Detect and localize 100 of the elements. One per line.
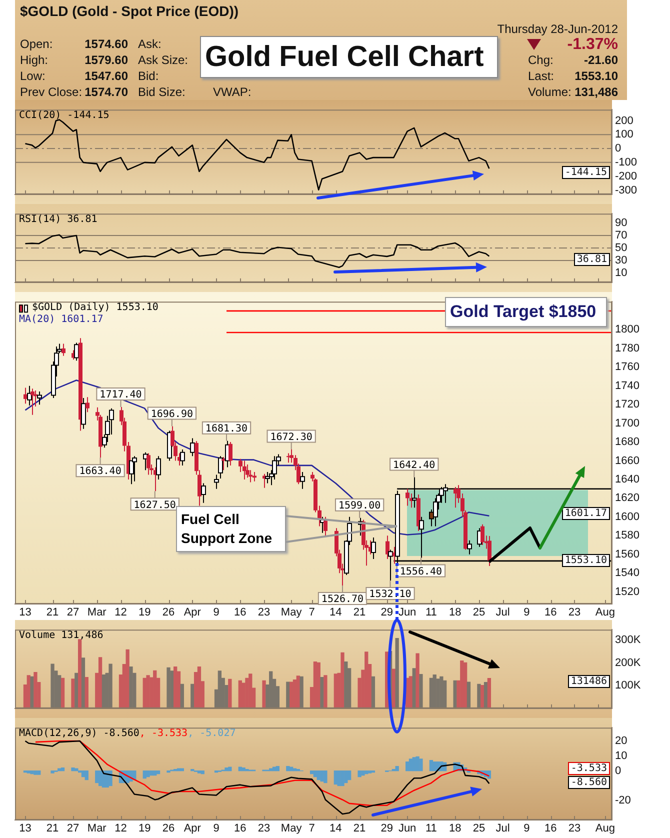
x-tick-label: 12: [114, 606, 127, 619]
text: Prev Close:: [20, 85, 82, 99]
series-label: Volume 131,486: [19, 630, 104, 642]
x-tick-label: 9: [213, 606, 220, 619]
text: 1553.10: [574, 69, 618, 83]
annotation: 1681.30: [205, 423, 248, 434]
text: Ask Size:: [138, 53, 188, 67]
text: -21.60: [584, 53, 618, 67]
text: 1574.70: [84, 85, 128, 99]
annotation: -8.560: [568, 776, 610, 789]
x-tick-label: 29: [380, 822, 393, 835]
y-tick-label: 1560: [615, 548, 640, 560]
series-label: MACD(12,26,9) -8.560: [19, 728, 140, 740]
x-tick-label: 21: [46, 606, 59, 619]
x-tick-label: Aug: [595, 606, 615, 619]
annotation: 1663.40: [79, 466, 122, 478]
text: 131,486: [574, 85, 618, 99]
annotation: 1696.90: [150, 408, 194, 420]
annotation: 36.81: [574, 253, 610, 266]
y-tick-label: 1620: [615, 492, 640, 504]
x-tick-label: 23: [258, 606, 270, 619]
annotation: -3.533: [568, 762, 610, 775]
y-tick-label: 1540: [615, 567, 640, 580]
annotation: 1556.40: [400, 566, 442, 578]
x-tick-label: Jul: [496, 822, 510, 835]
text: -1.37%: [567, 36, 618, 53]
series-label: CCI(20) -144.15: [19, 110, 110, 122]
y-tick-label: -20: [615, 794, 631, 807]
y-tick-label: 1700: [615, 417, 640, 430]
x-tick-label: 9: [213, 822, 220, 835]
x-tick-label: 9: [524, 606, 530, 619]
text: VWAP:: [213, 85, 252, 99]
x-tick-label: 13: [19, 606, 32, 619]
x-tick-label: 16: [544, 822, 557, 835]
y-tick-label: -100: [615, 156, 638, 168]
x-tick-label: 9: [524, 822, 530, 835]
x-tick-label: 14: [330, 606, 342, 619]
x-tick-label: 29: [380, 606, 393, 619]
x-tick-label: 7: [308, 606, 315, 619]
text: $GOLD (Gold - Spot Price (EOD)): [20, 3, 239, 19]
annotation: 1599.00: [338, 500, 381, 512]
x-tick-label: 27: [66, 822, 80, 835]
x-tick-label: Jun: [398, 606, 416, 619]
y-tick-label: 1800: [615, 324, 640, 336]
annotation: 1553.10: [562, 554, 610, 567]
text: Gold Fuel Cell Chart: [200, 36, 498, 78]
y-tick-label: 90: [615, 217, 628, 230]
y-tick-label: 1640: [615, 474, 640, 486]
y-tick-label: 1740: [615, 380, 640, 392]
x-tick-label: 11: [425, 606, 437, 619]
annotation: -144.15: [562, 166, 610, 179]
x-tick-label: Apr: [184, 822, 202, 835]
text: Volume:: [528, 85, 572, 99]
x-tick-label: 23: [568, 822, 581, 835]
y-tick-label: 1520: [615, 586, 640, 598]
text: High:: [20, 53, 48, 67]
annotation: 1627.50: [134, 500, 176, 511]
x-tick-label: 27: [66, 606, 80, 619]
x-tick-label: 25: [472, 606, 486, 619]
legend-label: $GOLD (Daily) 1553.10: [32, 302, 158, 314]
x-tick-label: 26: [162, 822, 175, 835]
x-tick-label: Mar: [87, 606, 107, 619]
x-tick-label: 23: [568, 606, 581, 619]
series-label: RSI(14) 36.81: [19, 214, 98, 226]
text: , -3.533: [139, 728, 188, 740]
text: 1579.60: [84, 53, 128, 67]
y-tick-label: 0: [615, 764, 622, 777]
x-tick-label: 16: [544, 606, 557, 619]
text: Bid Size:: [138, 85, 186, 99]
text: Last:: [528, 69, 554, 83]
x-tick-label: Jun: [398, 822, 416, 835]
text: , -5.027: [188, 728, 236, 740]
annotation: 1526.70: [321, 594, 364, 606]
x-tick-label: 23: [258, 822, 270, 835]
x-tick-label: Mar: [87, 822, 107, 835]
x-tick-label: 14: [330, 822, 342, 835]
x-tick-label: 25: [472, 822, 486, 835]
text: Ask:: [138, 37, 162, 51]
y-tick-label: 10: [615, 750, 628, 762]
annotation: 1532.10: [369, 589, 412, 600]
annotation: 1717.40: [100, 390, 142, 401]
y-tick-label: 100K: [615, 680, 642, 692]
x-tick-label: 18: [448, 606, 462, 619]
annotation: 1672.30: [270, 432, 312, 443]
x-tick-label: 21: [353, 822, 366, 835]
y-tick-label: 1580: [615, 530, 640, 542]
y-tick-label: 70: [615, 230, 628, 242]
y-tick-label: -200: [615, 170, 638, 182]
x-tick-label: 11: [425, 822, 437, 835]
annotation: Fuel Cell Support Zone: [176, 506, 286, 552]
y-tick-label: 1660: [615, 454, 640, 467]
y-tick-label: 200K: [615, 656, 642, 669]
text: MA(20) 1601.17: [19, 314, 104, 326]
y-tick-label: 50: [615, 242, 628, 254]
y-tick-label: 1760: [615, 361, 640, 374]
text: 1574.60: [84, 37, 128, 51]
x-tick-label: May: [280, 822, 302, 835]
y-tick-label: 100: [615, 128, 634, 141]
x-tick-label: 7: [308, 822, 315, 835]
x-tick-label: 21: [353, 606, 366, 619]
